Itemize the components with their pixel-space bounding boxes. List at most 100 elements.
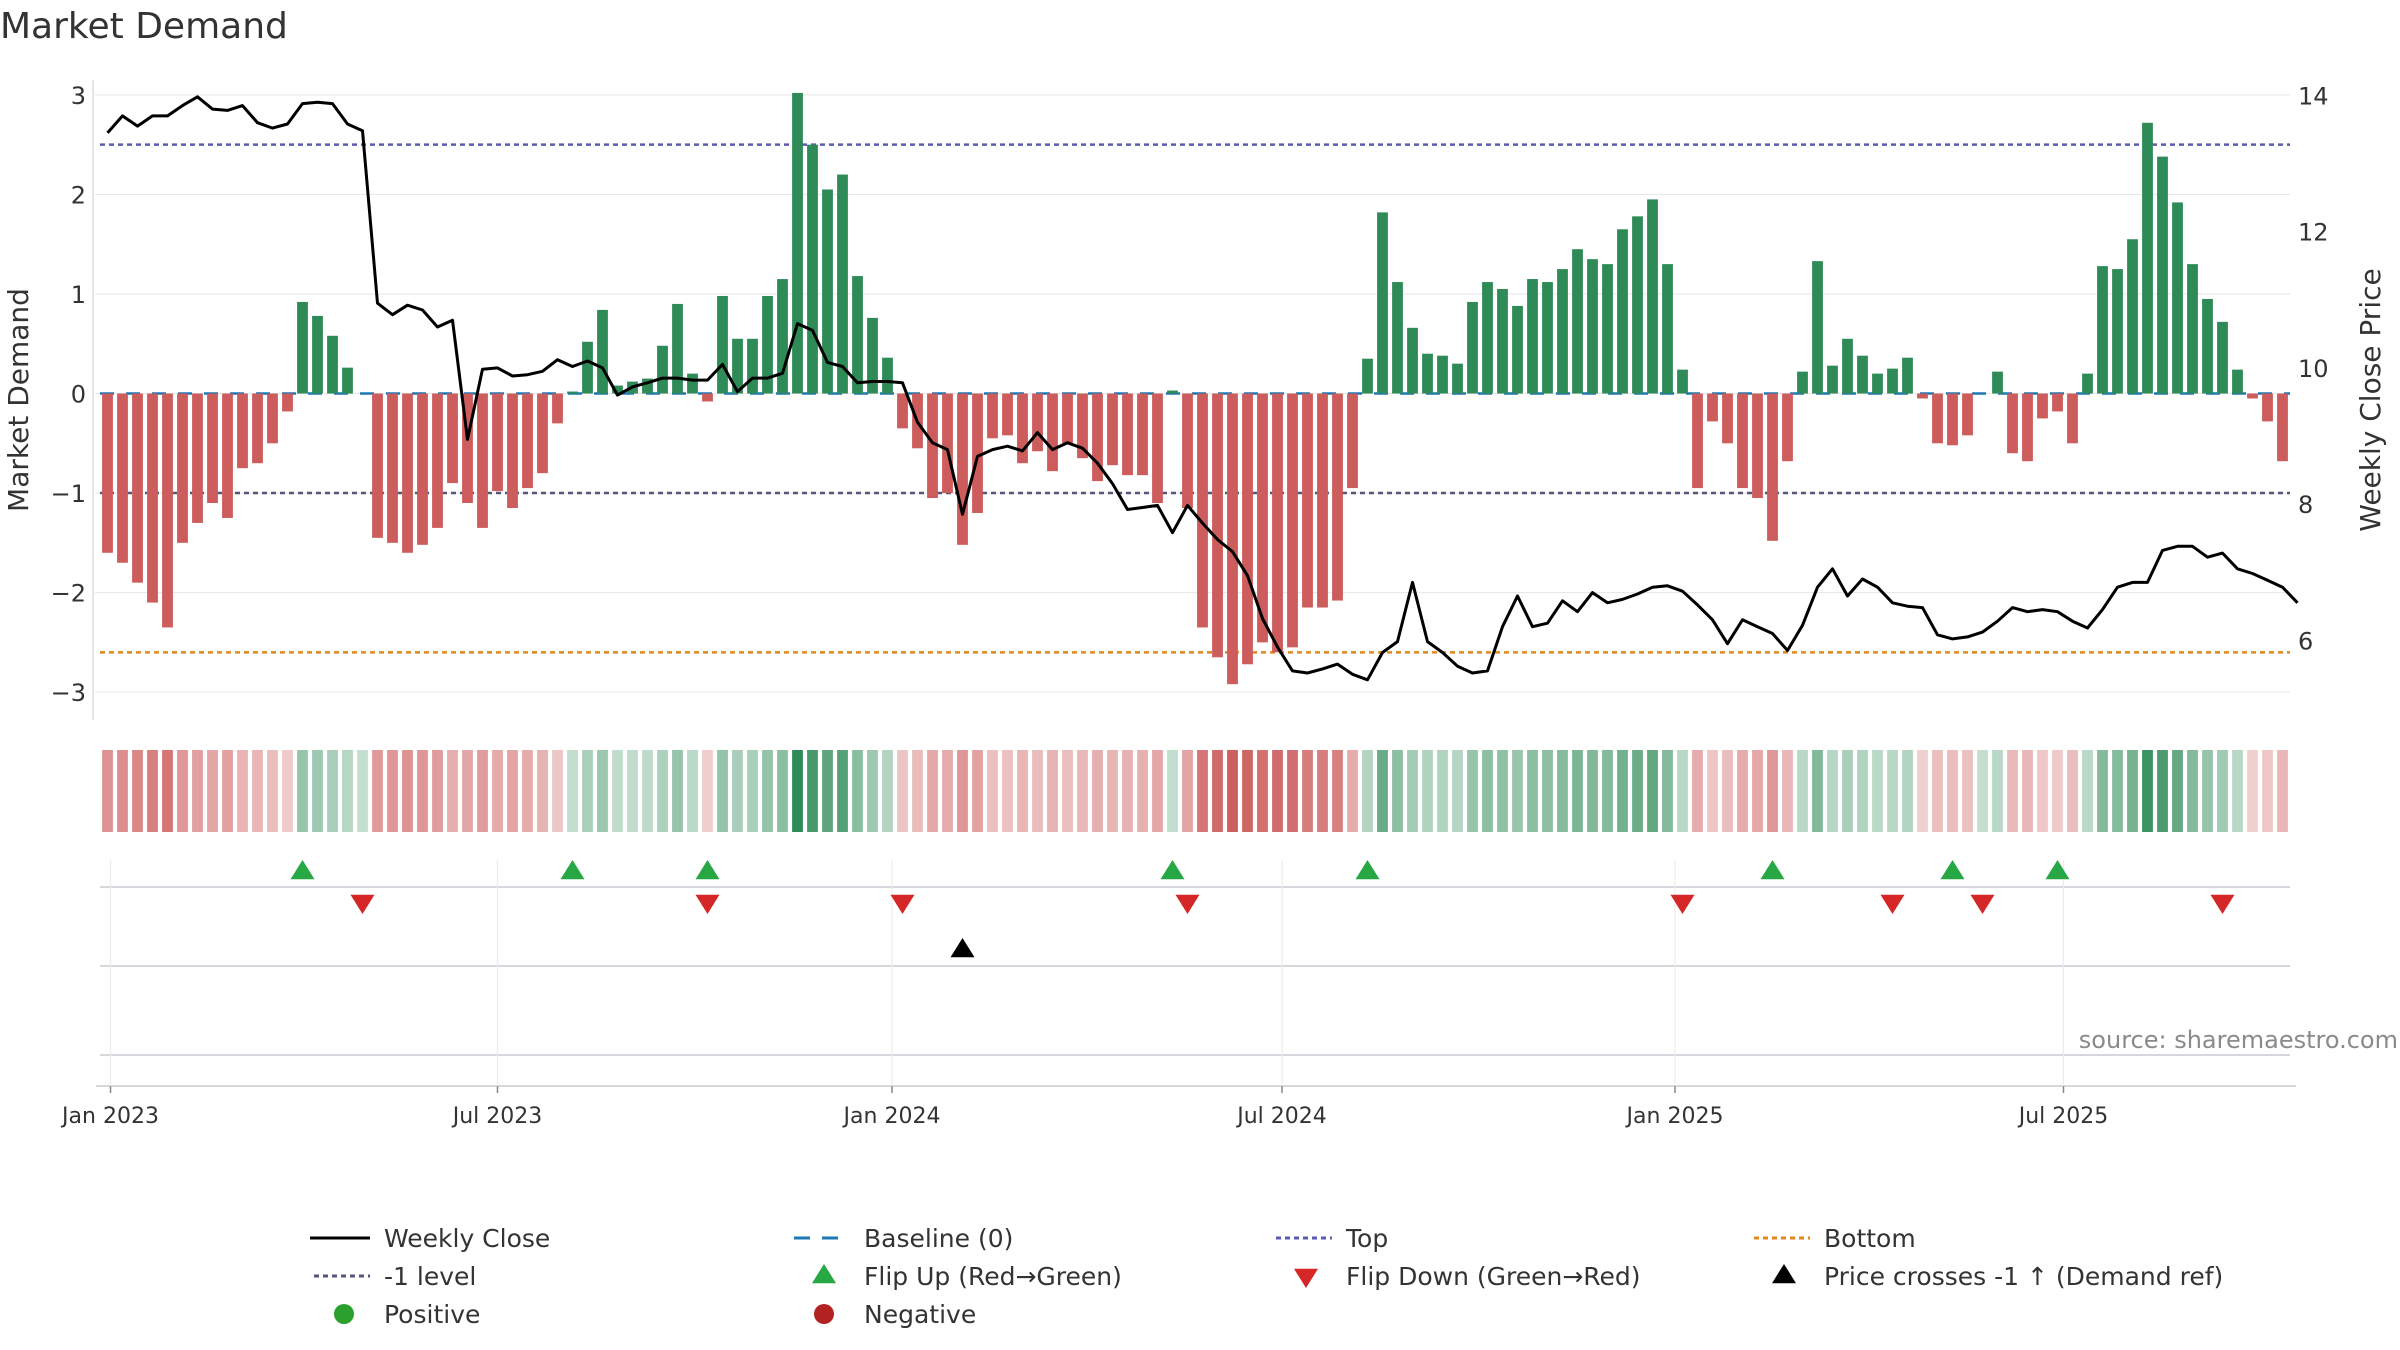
y2-tick-label: 12 bbox=[2298, 219, 2329, 247]
heat-cell bbox=[2097, 750, 2108, 832]
demand-bar bbox=[867, 317, 878, 394]
demand-bar bbox=[717, 295, 728, 394]
heat-cell bbox=[942, 750, 953, 832]
heat-cell bbox=[147, 750, 158, 832]
demand-bar bbox=[1317, 393, 1328, 608]
y-tick-label: −2 bbox=[51, 580, 86, 608]
heat-cell bbox=[1677, 750, 1688, 832]
heat-cell bbox=[972, 750, 983, 832]
demand-bar bbox=[1032, 393, 1043, 452]
heat-cell bbox=[2247, 750, 2258, 832]
demand-bar bbox=[942, 393, 953, 494]
demand-bar bbox=[552, 393, 563, 424]
flip-down-marker bbox=[2210, 894, 2235, 914]
legend-item: Flip Down (Green→Red) bbox=[1294, 1262, 1641, 1291]
legend-item: Baseline (0) bbox=[794, 1224, 1013, 1253]
heat-cell bbox=[1602, 750, 1613, 832]
heat-cell bbox=[462, 750, 473, 832]
demand-bar bbox=[1152, 393, 1163, 504]
heat-cell bbox=[1902, 750, 1913, 832]
demand-bar bbox=[1017, 393, 1028, 464]
demand-bar bbox=[447, 393, 458, 484]
heat-cell bbox=[2007, 750, 2018, 832]
demand-bar bbox=[312, 315, 323, 394]
demand-bar bbox=[1107, 393, 1118, 466]
flip-down-marker bbox=[1970, 894, 1995, 914]
demand-bar bbox=[687, 373, 698, 394]
demand-bar bbox=[387, 393, 398, 543]
demand-bar bbox=[957, 393, 968, 545]
demand-bar bbox=[1827, 365, 1838, 394]
x-tick-label: Jul 2025 bbox=[2017, 1104, 2109, 1129]
heat-cell bbox=[1182, 750, 1193, 832]
heat-cell bbox=[1722, 750, 1733, 832]
heat-cell bbox=[987, 750, 998, 832]
heat-cell bbox=[897, 750, 908, 832]
demand-bar bbox=[2097, 266, 2108, 394]
heat-cell bbox=[552, 750, 563, 832]
demand-bar bbox=[897, 393, 908, 429]
heat-cell bbox=[1302, 750, 1313, 832]
heat-cell bbox=[522, 750, 533, 832]
heat-cell bbox=[1557, 750, 1568, 832]
heat-cell bbox=[117, 750, 128, 832]
demand-bar bbox=[1842, 338, 1853, 394]
demand-bar bbox=[747, 338, 758, 394]
heat-cell bbox=[2142, 750, 2153, 832]
heat-cell bbox=[1512, 750, 1523, 832]
legend-item: Weekly Close bbox=[310, 1224, 550, 1253]
demand-bar bbox=[2007, 393, 2018, 454]
demand-bar bbox=[1287, 393, 1298, 648]
heat-cell bbox=[1362, 750, 1373, 832]
heat-cell bbox=[2262, 750, 2273, 832]
demand-bar bbox=[2037, 393, 2048, 419]
demand-bar bbox=[177, 393, 188, 543]
heat-cell bbox=[1332, 750, 1343, 832]
demand-bar bbox=[132, 393, 143, 583]
demand-bar bbox=[1242, 393, 1253, 665]
heat-cell bbox=[1572, 750, 1583, 832]
heat-cell bbox=[1317, 750, 1328, 832]
heat-cell bbox=[132, 750, 143, 832]
y2-tick-label: 6 bbox=[2298, 627, 2313, 655]
heat-cell bbox=[1107, 750, 1118, 832]
demand-bar bbox=[1227, 393, 1238, 685]
heat-cell bbox=[1062, 750, 1073, 832]
heat-cell bbox=[327, 750, 338, 832]
heat-cell bbox=[852, 750, 863, 832]
heat-cell bbox=[2067, 750, 2078, 832]
demand-bar bbox=[1767, 393, 1778, 541]
demand-bar bbox=[1677, 369, 1688, 394]
demand-bar bbox=[1602, 264, 1613, 394]
heat-cell bbox=[507, 750, 518, 832]
flip-up-marker bbox=[560, 860, 585, 880]
demand-bar bbox=[282, 393, 293, 412]
y-tick-label: 2 bbox=[71, 181, 86, 209]
heat-cell bbox=[1047, 750, 1058, 832]
demand-bar bbox=[597, 309, 608, 394]
demand-bar bbox=[1962, 393, 1973, 436]
demand-bar bbox=[1797, 371, 1808, 394]
heat-cell bbox=[747, 750, 758, 832]
legend-item: Bottom bbox=[1754, 1224, 1916, 1253]
heat-cell bbox=[207, 750, 218, 832]
demand-bar bbox=[2202, 298, 2213, 394]
heat-cell bbox=[2202, 750, 2213, 832]
demand-bar bbox=[1857, 355, 1868, 394]
demand-bar bbox=[1557, 269, 1568, 394]
heat-cell bbox=[1692, 750, 1703, 832]
demand-bar bbox=[477, 393, 488, 528]
heat-cell bbox=[267, 750, 278, 832]
heat-cell bbox=[1737, 750, 1748, 832]
heat-cell bbox=[1392, 750, 1403, 832]
demand-bar bbox=[1617, 229, 1628, 394]
heat-cell bbox=[2112, 750, 2123, 832]
close-line-layer bbox=[106, 95, 2299, 682]
heat-cell bbox=[1227, 750, 1238, 832]
heat-cell bbox=[807, 750, 818, 832]
demand-bar bbox=[297, 301, 308, 394]
demand-bar bbox=[792, 92, 803, 394]
demand-bar bbox=[1077, 393, 1088, 459]
heat-cell bbox=[297, 750, 308, 832]
legend-item: Flip Up (Red→Green) bbox=[812, 1262, 1122, 1291]
